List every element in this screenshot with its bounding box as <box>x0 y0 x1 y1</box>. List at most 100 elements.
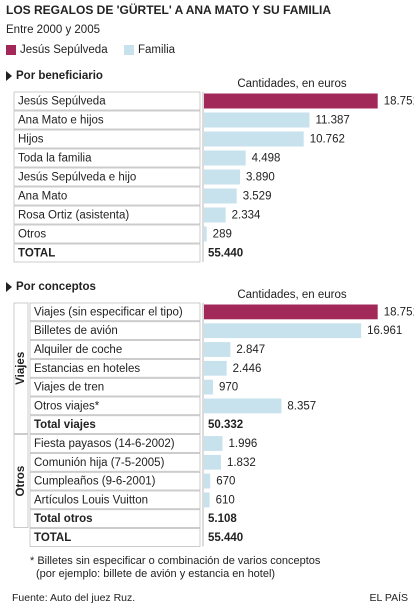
row-box <box>13 224 201 244</box>
total-value: 5.108 <box>208 513 237 525</box>
category-label: Viajes de tren <box>34 382 104 394</box>
value-label: 10.762 <box>310 134 345 146</box>
bar <box>204 112 310 128</box>
category-label: Toda la familia <box>18 153 92 165</box>
row-box <box>13 243 201 263</box>
total-label: Total otros <box>34 513 93 525</box>
value-label: 8.357 <box>287 400 316 412</box>
group-label: Viajes <box>15 352 27 385</box>
value-label: 4.498 <box>252 153 281 165</box>
category-label: Alquiler de coche <box>34 344 122 356</box>
category-label: Ana Mato <box>18 191 67 203</box>
row-box <box>29 321 201 340</box>
row-box <box>29 415 201 434</box>
value-label: 2.446 <box>233 363 262 375</box>
row-box <box>29 377 201 397</box>
bar <box>204 226 207 242</box>
total-value: 55.440 <box>208 248 243 260</box>
value-label: 610 <box>216 494 235 506</box>
group-box <box>13 302 29 434</box>
subtitle: Entre 2000 y 2005 <box>6 24 100 36</box>
legend-swatch <box>124 45 134 55</box>
value-label: 11.387 <box>315 115 349 127</box>
group-box <box>13 434 29 528</box>
bar <box>204 188 237 204</box>
value-label: 18.751 <box>384 96 414 108</box>
section-marker <box>6 282 12 292</box>
value-label: 670 <box>216 476 235 488</box>
row-box <box>29 490 201 510</box>
category-label: Artículos Louis Vuitton <box>34 494 148 506</box>
legend-label: Familia <box>138 44 176 56</box>
value-label: 16.961 <box>367 325 402 337</box>
bar <box>204 323 362 339</box>
category-label: Ana Mato e hijos <box>18 115 104 127</box>
row-box <box>13 205 201 225</box>
brand: EL PAÍS <box>369 591 408 604</box>
value-label: 3.890 <box>246 172 275 184</box>
category-label: Viajes (sin especificar el tipo) <box>34 306 183 318</box>
bar <box>204 150 246 166</box>
bar <box>204 207 226 223</box>
row-box <box>29 434 201 453</box>
row-box <box>29 528 201 547</box>
bar <box>204 169 241 185</box>
category-label: Rosa Ortiz (asistenta) <box>18 210 129 222</box>
legend-swatch <box>6 45 16 55</box>
value-label: 2.847 <box>236 344 265 356</box>
bar <box>204 131 304 147</box>
total-label: Total viajes <box>34 419 96 431</box>
category-label: Estancias en hoteles <box>34 363 140 375</box>
value-label: 970 <box>219 382 238 394</box>
section-title: Por conceptos <box>16 281 96 293</box>
section-marker <box>6 71 12 81</box>
row-box <box>29 302 201 322</box>
total-value: 50.332 <box>208 419 243 431</box>
value-label: 2.334 <box>232 210 261 222</box>
row-box <box>29 359 201 378</box>
bar <box>204 492 210 508</box>
bar <box>204 454 221 470</box>
value-label: 1.832 <box>227 457 256 469</box>
bar <box>204 93 378 109</box>
category-label: Otros viajes* <box>34 400 100 412</box>
group-label: Otros <box>15 466 27 497</box>
bar <box>204 360 227 376</box>
category-label: Fiesta payasos (14-6-2002) <box>34 438 175 450</box>
footnote: (por ejemplo: billete de avión y estanci… <box>36 568 275 580</box>
value-label: 289 <box>213 229 232 241</box>
row-box <box>29 340 201 359</box>
row-box <box>13 91 201 111</box>
row-box <box>13 129 201 149</box>
category-label: Otros <box>18 229 46 241</box>
category-label: Cumpleaños (9-6-2001) <box>34 476 156 488</box>
bar <box>204 342 231 357</box>
total-value: 55.440 <box>208 532 243 544</box>
category-label: Comunión hija (7-5-2005) <box>34 457 165 469</box>
axis-label: Cantidades, en euros <box>237 289 347 301</box>
legend-label: Jesús Sepúlveda <box>20 44 108 56</box>
category-label: Jesús Sepúlveda e hijo <box>18 172 136 184</box>
bar <box>204 398 282 414</box>
value-label: 18.751 <box>384 306 414 318</box>
source: Fuente: Auto del juez Ruz. <box>12 592 135 604</box>
row-box <box>29 509 201 528</box>
row-box <box>29 396 201 416</box>
bar <box>204 379 213 395</box>
row-box <box>13 110 201 130</box>
value-label: 1.996 <box>228 438 257 450</box>
category-label: Jesús Sepúlveda <box>18 96 106 108</box>
title: LOS REGALOS DE 'GÜRTEL' A ANA MATO Y SU … <box>6 2 331 17</box>
footnote: * Billetes sin especificar o combinación… <box>30 555 321 567</box>
row-box <box>13 148 201 168</box>
value-label: 3.529 <box>243 191 272 203</box>
row-box <box>13 167 201 187</box>
category-label: Hijos <box>18 134 44 146</box>
bar <box>204 473 211 489</box>
axis-label: Cantidades, en euros <box>237 78 347 90</box>
total-label: TOTAL <box>34 532 71 544</box>
row-box <box>29 471 201 491</box>
bar <box>204 436 223 451</box>
section-title: Por beneficiario <box>16 70 103 82</box>
